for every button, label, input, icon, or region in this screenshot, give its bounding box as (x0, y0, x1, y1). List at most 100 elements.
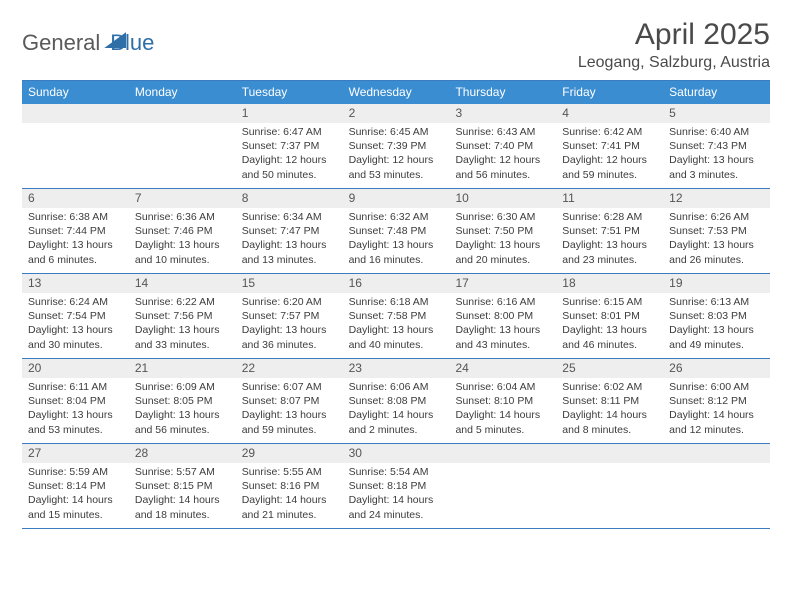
sunrise-line: Sunrise: 6:45 AM (349, 125, 444, 139)
day-number (556, 444, 663, 463)
sunset-line: Sunset: 8:10 PM (455, 394, 550, 408)
day-cell-29: 29Sunrise: 5:55 AMSunset: 8:16 PMDayligh… (236, 444, 343, 528)
page-header: General Blue April 2025 Leogang, Salzbur… (22, 18, 770, 72)
day-number: 14 (129, 274, 236, 293)
day-details: Sunrise: 6:02 AMSunset: 8:11 PMDaylight:… (556, 378, 663, 441)
daylight-line: Daylight: 13 hours and 46 minutes. (562, 323, 657, 351)
day-cell-20: 20Sunrise: 6:11 AMSunset: 8:04 PMDayligh… (22, 359, 129, 443)
day-number (129, 104, 236, 123)
day-details: Sunrise: 6:09 AMSunset: 8:05 PMDaylight:… (129, 378, 236, 441)
daylight-line: Daylight: 14 hours and 18 minutes. (135, 493, 230, 521)
day-number: 10 (449, 189, 556, 208)
location-subtitle: Leogang, Salzburg, Austria (578, 54, 770, 72)
daylight-line: Daylight: 14 hours and 24 minutes. (349, 493, 444, 521)
sunset-line: Sunset: 7:54 PM (28, 309, 123, 323)
sunset-line: Sunset: 8:12 PM (669, 394, 764, 408)
sunset-line: Sunset: 8:01 PM (562, 309, 657, 323)
daylight-line: Daylight: 14 hours and 5 minutes. (455, 408, 550, 436)
sunrise-line: Sunrise: 6:07 AM (242, 380, 337, 394)
day-number: 4 (556, 104, 663, 123)
day-number: 8 (236, 189, 343, 208)
day-details: Sunrise: 5:54 AMSunset: 8:18 PMDaylight:… (343, 463, 450, 526)
day-cell-21: 21Sunrise: 6:09 AMSunset: 8:05 PMDayligh… (129, 359, 236, 443)
day-number: 13 (22, 274, 129, 293)
day-number (22, 104, 129, 123)
day-cell-23: 23Sunrise: 6:06 AMSunset: 8:08 PMDayligh… (343, 359, 450, 443)
day-details: Sunrise: 6:38 AMSunset: 7:44 PMDaylight:… (22, 208, 129, 271)
week-row: 1Sunrise: 6:47 AMSunset: 7:37 PMDaylight… (22, 104, 770, 189)
day-number: 28 (129, 444, 236, 463)
day-cell-16: 16Sunrise: 6:18 AMSunset: 7:58 PMDayligh… (343, 274, 450, 358)
day-details: Sunrise: 5:59 AMSunset: 8:14 PMDaylight:… (22, 463, 129, 526)
sunset-line: Sunset: 7:40 PM (455, 139, 550, 153)
sunset-line: Sunset: 8:00 PM (455, 309, 550, 323)
day-number: 26 (663, 359, 770, 378)
day-details: Sunrise: 5:57 AMSunset: 8:15 PMDaylight:… (129, 463, 236, 526)
day-cell-14: 14Sunrise: 6:22 AMSunset: 7:56 PMDayligh… (129, 274, 236, 358)
week-row: 20Sunrise: 6:11 AMSunset: 8:04 PMDayligh… (22, 359, 770, 444)
sunrise-line: Sunrise: 6:04 AM (455, 380, 550, 394)
day-details: Sunrise: 6:07 AMSunset: 8:07 PMDaylight:… (236, 378, 343, 441)
dow-header-thursday: Thursday (449, 81, 556, 104)
daylight-line: Daylight: 14 hours and 12 minutes. (669, 408, 764, 436)
day-cell-4: 4Sunrise: 6:42 AMSunset: 7:41 PMDaylight… (556, 104, 663, 188)
sunrise-line: Sunrise: 6:13 AM (669, 295, 764, 309)
daylight-line: Daylight: 13 hours and 36 minutes. (242, 323, 337, 351)
sunset-line: Sunset: 7:57 PM (242, 309, 337, 323)
sunrise-line: Sunrise: 6:15 AM (562, 295, 657, 309)
day-cell-5: 5Sunrise: 6:40 AMSunset: 7:43 PMDaylight… (663, 104, 770, 188)
dow-header-tuesday: Tuesday (236, 81, 343, 104)
sunset-line: Sunset: 8:14 PM (28, 479, 123, 493)
day-details: Sunrise: 6:43 AMSunset: 7:40 PMDaylight:… (449, 123, 556, 186)
day-details: Sunrise: 6:34 AMSunset: 7:47 PMDaylight:… (236, 208, 343, 271)
day-number: 17 (449, 274, 556, 293)
sunrise-line: Sunrise: 6:00 AM (669, 380, 764, 394)
sunrise-line: Sunrise: 5:55 AM (242, 465, 337, 479)
day-details: Sunrise: 6:40 AMSunset: 7:43 PMDaylight:… (663, 123, 770, 186)
daylight-line: Daylight: 13 hours and 40 minutes. (349, 323, 444, 351)
daylight-line: Daylight: 14 hours and 2 minutes. (349, 408, 444, 436)
sunset-line: Sunset: 7:44 PM (28, 224, 123, 238)
day-details: Sunrise: 6:18 AMSunset: 7:58 PMDaylight:… (343, 293, 450, 356)
daylight-line: Daylight: 13 hours and 26 minutes. (669, 238, 764, 266)
daylight-line: Daylight: 13 hours and 3 minutes. (669, 153, 764, 181)
day-cell-7: 7Sunrise: 6:36 AMSunset: 7:46 PMDaylight… (129, 189, 236, 273)
daylight-line: Daylight: 13 hours and 56 minutes. (135, 408, 230, 436)
sunset-line: Sunset: 7:48 PM (349, 224, 444, 238)
day-details: Sunrise: 6:22 AMSunset: 7:56 PMDaylight:… (129, 293, 236, 356)
sunrise-line: Sunrise: 6:09 AM (135, 380, 230, 394)
day-cell-27: 27Sunrise: 5:59 AMSunset: 8:14 PMDayligh… (22, 444, 129, 528)
sunset-line: Sunset: 8:15 PM (135, 479, 230, 493)
day-details: Sunrise: 6:26 AMSunset: 7:53 PMDaylight:… (663, 208, 770, 271)
sunset-line: Sunset: 7:47 PM (242, 224, 337, 238)
daylight-line: Daylight: 13 hours and 13 minutes. (242, 238, 337, 266)
day-cell-10: 10Sunrise: 6:30 AMSunset: 7:50 PMDayligh… (449, 189, 556, 273)
sunrise-line: Sunrise: 6:20 AM (242, 295, 337, 309)
daylight-line: Daylight: 13 hours and 49 minutes. (669, 323, 764, 351)
day-cell-2: 2Sunrise: 6:45 AMSunset: 7:39 PMDaylight… (343, 104, 450, 188)
page-title: April 2025 (578, 18, 770, 52)
dow-header-friday: Friday (556, 81, 663, 104)
day-cell-13: 13Sunrise: 6:24 AMSunset: 7:54 PMDayligh… (22, 274, 129, 358)
day-details: Sunrise: 6:24 AMSunset: 7:54 PMDaylight:… (22, 293, 129, 356)
daylight-line: Daylight: 13 hours and 30 minutes. (28, 323, 123, 351)
daylight-line: Daylight: 12 hours and 50 minutes. (242, 153, 337, 181)
sunrise-line: Sunrise: 6:11 AM (28, 380, 123, 394)
sunset-line: Sunset: 7:46 PM (135, 224, 230, 238)
calendar-grid: SundayMondayTuesdayWednesdayThursdayFrid… (22, 80, 770, 529)
dow-header-monday: Monday (129, 81, 236, 104)
empty-cell (556, 444, 663, 528)
daylight-line: Daylight: 13 hours and 6 minutes. (28, 238, 123, 266)
sunrise-line: Sunrise: 6:22 AM (135, 295, 230, 309)
sunset-line: Sunset: 7:51 PM (562, 224, 657, 238)
day-cell-18: 18Sunrise: 6:15 AMSunset: 8:01 PMDayligh… (556, 274, 663, 358)
sunrise-line: Sunrise: 6:28 AM (562, 210, 657, 224)
sunset-line: Sunset: 8:11 PM (562, 394, 657, 408)
sunrise-line: Sunrise: 5:54 AM (349, 465, 444, 479)
day-details: Sunrise: 6:28 AMSunset: 7:51 PMDaylight:… (556, 208, 663, 271)
sunrise-line: Sunrise: 6:18 AM (349, 295, 444, 309)
logo: General Blue (22, 18, 154, 56)
day-number: 12 (663, 189, 770, 208)
sunrise-line: Sunrise: 6:40 AM (669, 125, 764, 139)
day-details: Sunrise: 6:16 AMSunset: 8:00 PMDaylight:… (449, 293, 556, 356)
